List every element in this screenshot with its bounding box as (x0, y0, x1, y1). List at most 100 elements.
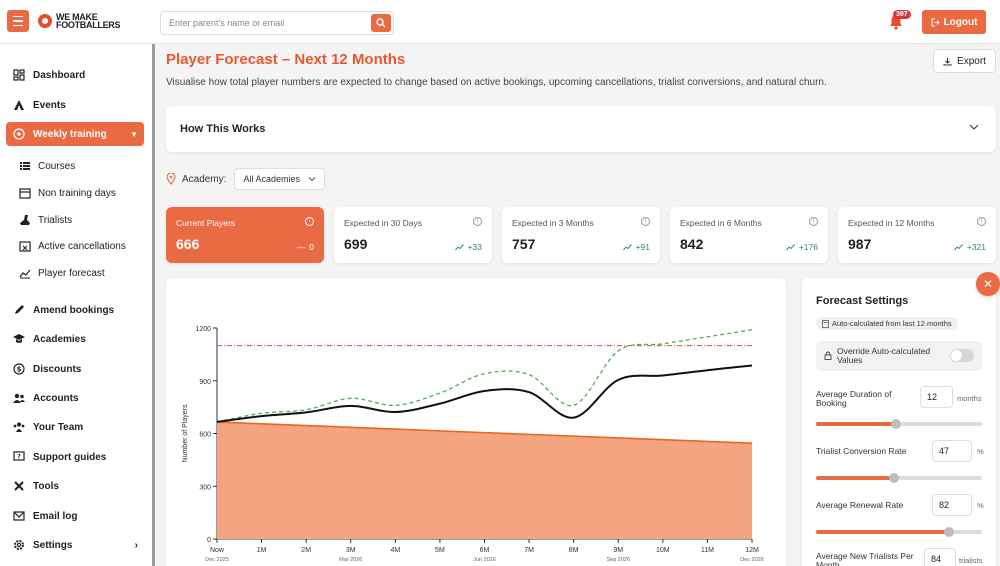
how-this-works-title: How This Works (180, 123, 266, 135)
y-tick-label: 1200 (195, 326, 211, 333)
forecast-settings-panel: Forecast Settings Auto-calculated from l… (802, 278, 996, 566)
info-icon[interactable]: i (473, 217, 482, 226)
info-icon[interactable]: i (305, 217, 314, 226)
logo-mark-icon (38, 14, 52, 28)
trend-up-icon (454, 244, 464, 251)
sidebar-subitem-trialists[interactable]: Trialists (18, 210, 144, 230)
svg-text:$: $ (17, 366, 22, 374)
team-icon (12, 420, 26, 434)
top-bar: WE MAKE FOOTBALLERS 397 Logout (0, 0, 1000, 44)
calculator-icon (822, 319, 829, 328)
search-button[interactable] (371, 14, 391, 32)
pencil-icon (12, 303, 26, 317)
trialist-conversion-input[interactable]: 47 (932, 440, 972, 462)
info-icon[interactable]: i (641, 217, 650, 226)
x-tick-label: 7M (524, 547, 534, 554)
trend-up-icon (622, 244, 632, 251)
close-settings-button[interactable]: ✕ (976, 272, 1000, 296)
search-icon (376, 18, 386, 28)
logout-icon (931, 18, 940, 26)
sidebar-item-your-team[interactable]: Your Team (6, 415, 144, 439)
x-tick-label: 11M (701, 547, 714, 554)
notification-badge: 397 (893, 10, 911, 19)
renewal-rate-slider[interactable] (816, 527, 982, 537)
settings-title: Forecast Settings (816, 295, 909, 307)
churn-area (217, 421, 752, 539)
forecast-chart-card: 0 300 600 900 1200 Now Dec 2025 1M 2M 3M Mar 2026 4… (166, 278, 786, 566)
sidebar-item-amend-bookings[interactable]: Amend bookings (6, 298, 144, 322)
x-tick-label: 1M (257, 547, 267, 554)
dash-icon: — (296, 242, 306, 252)
sidebar-subitem-non-training-days[interactable]: Non training days (18, 183, 144, 203)
new-trialists-input[interactable]: 84 (924, 548, 956, 566)
sidebar-subitem-player-forecast[interactable]: Player forecast (18, 263, 144, 283)
trialist-conversion-slider[interactable] (816, 473, 982, 483)
email-icon (12, 509, 26, 523)
sidebar-item-tools[interactable]: Tools (6, 474, 144, 498)
trend-up-icon (785, 244, 795, 251)
sidebar-subitem-active-cancellations[interactable]: Active cancellations (18, 236, 144, 256)
lock-icon (824, 351, 832, 360)
x-tick-label: 10M (656, 547, 670, 554)
accounts-icon (12, 391, 26, 405)
booking-duration-input[interactable]: 12 (920, 386, 953, 408)
info-icon[interactable]: i (809, 217, 818, 226)
dashboard-icon (12, 68, 26, 82)
info-icon[interactable]: i (977, 217, 986, 226)
sidebar-item-accounts[interactable]: Accounts (6, 386, 144, 410)
x-tick-label: 6M (480, 547, 490, 554)
x-tick-label: 5M (435, 547, 445, 554)
override-toggle[interactable] (950, 349, 974, 362)
page-subtitle: Visualise how total player numbers are e… (166, 77, 827, 88)
x-tick-sublabel: Dec 2026 (740, 557, 764, 563)
academy-label: Academy: (182, 173, 227, 185)
x-tick-sublabel: Sep 2026 (606, 557, 630, 563)
logout-button[interactable]: Logout (922, 10, 986, 34)
list-icon (18, 159, 32, 173)
sidebar-item-email-log[interactable]: Email log (6, 504, 144, 528)
sidebar-item-events[interactable]: Events (6, 93, 144, 117)
y-tick-label: 900 (199, 379, 211, 386)
download-icon (943, 57, 952, 65)
search-input[interactable] (161, 12, 361, 34)
stat-card-3-months: Expected in 3 Months i 757 +91 (502, 207, 660, 263)
sidebar-item-dashboard[interactable]: Dashboard (6, 63, 144, 87)
x-tick-label: 4M (390, 547, 400, 554)
gear-icon (12, 538, 26, 552)
how-this-works-accordion[interactable]: How This Works (166, 106, 996, 152)
logo[interactable]: WE MAKE FOOTBALLERS (38, 12, 121, 30)
sidebar-subitem-courses[interactable]: Courses (18, 156, 144, 176)
academy-select[interactable]: All Academies (234, 168, 325, 190)
sidebar-item-support-guides[interactable]: ? Support guides (6, 445, 144, 469)
chevron-down-icon (969, 124, 979, 130)
menu-toggle-button[interactable] (7, 10, 29, 32)
search-bar (160, 11, 394, 35)
auto-calc-chip: Auto-calculated from last 12 months (816, 317, 958, 330)
discount-icon: $ (12, 362, 26, 376)
chevron-down-icon: ▼ (130, 129, 138, 139)
y-tick-label: 300 (199, 484, 211, 491)
sidebar-item-weekly-training[interactable]: Weekly training ▼ (6, 122, 144, 146)
renewal-rate-input[interactable]: 82 (932, 494, 972, 516)
logo-text: WE MAKE FOOTBALLERS (56, 12, 121, 30)
sidebar-item-academies[interactable]: Academies (6, 327, 144, 351)
ball-icon (12, 127, 26, 141)
x-tick-sublabel: Jun 2026 (473, 557, 496, 563)
sidebar-item-discounts[interactable]: $ Discounts (6, 357, 144, 381)
y-tick-label: 0 (207, 537, 211, 544)
stat-card-12-months: Expected in 12 Months i 987 +321 (838, 207, 996, 263)
x-tick-label: 9M (613, 547, 623, 554)
trend-icon (18, 266, 32, 280)
sidebar-item-settings[interactable]: Settings › (6, 533, 144, 557)
export-button[interactable]: Export (933, 49, 996, 73)
stat-card-30-days: Expected in 30 Days i 699 +33 (334, 207, 492, 263)
booking-duration-slider[interactable] (816, 419, 982, 429)
chevron-right-icon: › (134, 539, 138, 551)
x-tick-label: 2M (301, 547, 311, 554)
calendar-cancel-icon (18, 239, 32, 253)
sidebar-scrollbar[interactable] (152, 44, 155, 566)
location-pin-icon (166, 173, 176, 185)
calendar-icon (18, 186, 32, 200)
override-toggle-row: Override Auto-calculated Values (816, 341, 982, 371)
x-tick-label: Now (210, 547, 225, 554)
